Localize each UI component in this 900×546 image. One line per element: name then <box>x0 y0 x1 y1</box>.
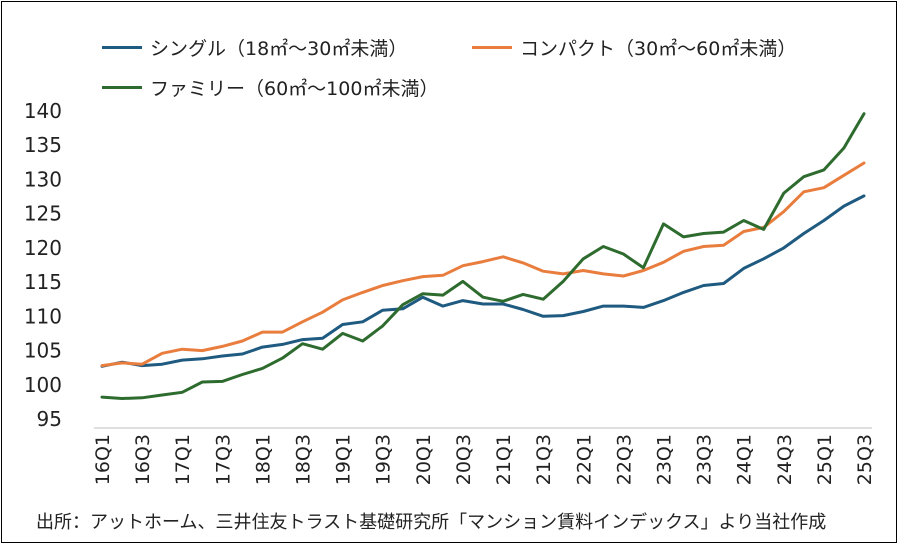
x-tick-label: 17Q1 <box>172 434 194 485</box>
series-line-single <box>100 194 866 368</box>
legend-label-single: シングル（18㎡～30㎡未満） <box>150 38 408 60</box>
source-note: 出所：アットホーム、三井住友トラスト基礎研究所「マンション賃料インデックス」より… <box>36 512 827 533</box>
legend-label-family: ファミリー（60㎡～100㎡未満） <box>150 78 439 100</box>
legend-label-compact: コンパクト（30㎡～60㎡未満） <box>520 38 797 60</box>
x-tick-label: 16Q1 <box>92 434 114 485</box>
x-tick-label: 22Q3 <box>613 434 635 485</box>
x-tick-label: 21Q3 <box>533 434 555 485</box>
legend-item-family: ファミリー（60㎡～100㎡未満） <box>102 74 438 101</box>
x-tick-label: 23Q1 <box>653 434 675 485</box>
x-tick-label: 19Q1 <box>333 434 355 485</box>
x-tick-label: 18Q3 <box>293 434 315 485</box>
x-axis: 16Q1 16Q3 17Q1 17Q3 18Q1 18Q3 19Q1 19Q3 20Q1 20Q3… <box>92 427 876 485</box>
series-line-family <box>100 112 866 400</box>
x-tick-label: 24Q3 <box>774 434 796 485</box>
legend-item-single: シングル（18㎡～30㎡未満） <box>102 34 407 61</box>
y-tick-label: 125 <box>24 202 62 226</box>
y-axis: 95 100 105 110 115 120 125 130 135 140 <box>24 99 62 431</box>
x-tick-label: 16Q3 <box>132 434 154 485</box>
y-tick-label: 100 <box>24 373 62 397</box>
x-tick-label: 21Q1 <box>493 434 515 485</box>
series-lines <box>100 112 866 400</box>
y-tick-label: 105 <box>24 339 62 363</box>
x-tick-label: 18Q1 <box>252 434 274 485</box>
x-tick-label: 22Q1 <box>573 434 595 485</box>
x-tick-label: 17Q3 <box>212 434 234 485</box>
x-tick-label: 25Q3 <box>854 434 876 485</box>
y-tick-label: 135 <box>24 133 62 157</box>
x-tick-label: 20Q3 <box>453 434 475 485</box>
y-tick-label: 140 <box>24 99 62 123</box>
x-tick-label: 20Q1 <box>413 434 435 485</box>
x-tick-label: 24Q1 <box>734 434 756 485</box>
x-tick-label: 23Q3 <box>694 434 716 485</box>
y-tick-label: 120 <box>24 236 62 260</box>
x-tick-label: 19Q3 <box>373 434 395 485</box>
y-tick-label: 130 <box>24 167 62 191</box>
y-tick-label: 95 <box>37 407 62 431</box>
y-tick-label: 115 <box>24 270 62 294</box>
legend-swatch-family <box>102 86 142 89</box>
legend-item-compact: コンパクト（30㎡～60㎡未満） <box>472 34 796 61</box>
y-tick-label: 110 <box>24 304 62 328</box>
legend-swatch-compact <box>472 46 512 49</box>
legend-swatch-single <box>102 46 142 49</box>
x-tick-label: 25Q1 <box>814 434 836 485</box>
series-line-compact <box>100 161 866 368</box>
